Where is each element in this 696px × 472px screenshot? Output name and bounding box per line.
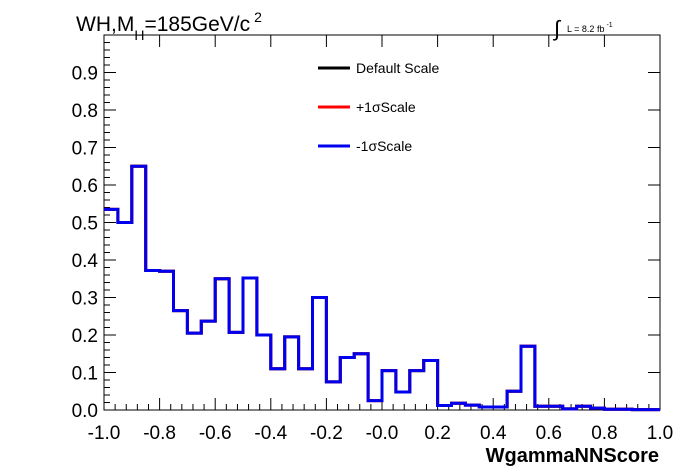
x-tick-label: 0.4	[480, 423, 507, 444]
luminosity-label: L = 8.2 fb -1	[567, 22, 613, 34]
y-tick-label: 0.5	[72, 214, 98, 235]
y-tick-label: 0.1	[72, 364, 98, 385]
x-axis-label: WgammaNNScore	[486, 445, 659, 467]
y-tick-label: 0.8	[72, 101, 98, 122]
x-tick-label: 0.2	[424, 423, 450, 444]
title-main: WH,M	[76, 13, 134, 36]
x-tick-label: -0.8	[143, 423, 176, 444]
x-tick-label: -0.0	[366, 423, 399, 444]
chart-title: WH,MH=185GeV/c 2	[76, 9, 262, 43]
legend-label: +1σScale	[356, 99, 416, 115]
series-line	[104, 164, 660, 412]
legend-label: Default Scale	[356, 60, 439, 76]
y-tick-label: 0.6	[72, 176, 98, 197]
y-tick-label: 0.9	[72, 64, 98, 85]
luminosity-main: L = 8.2 fb	[567, 24, 604, 34]
series-layer	[104, 164, 660, 412]
legend: Default Scale +1σScale -1σScale	[318, 60, 439, 154]
y-tick-label: 0.3	[72, 289, 98, 310]
x-tick-label: 0.6	[536, 423, 562, 444]
y-tick-label: 0.0	[72, 401, 98, 422]
y-tick-label: 0.4	[72, 251, 99, 272]
x-tick-label: 1.0	[647, 423, 673, 444]
title-subscript: H	[134, 27, 144, 43]
x-axis: -1.0 -0.8 -0.6 -0.4 -0.2 -0.0 0.2 0.4 0.6 0.8 1.0	[88, 35, 673, 444]
title-superscript: 2	[254, 9, 262, 25]
x-tick-label: -0.4	[254, 423, 287, 444]
x-tick-label: -0.6	[199, 423, 232, 444]
luminosity-superscript: -1	[606, 22, 612, 29]
legend-label: -1σScale	[356, 138, 412, 154]
y-axis: 0.0 0.1 0.2 0.3 0.4 0.5 0.6 0.7 0.8 0.9	[72, 34, 660, 422]
x-tick-label: 0.8	[591, 423, 617, 444]
y-tick-label: 0.2	[72, 326, 98, 347]
integral-symbol: ∫	[552, 16, 562, 41]
y-tick-label: 0.7	[72, 139, 98, 160]
x-tick-label: -1.0	[88, 423, 121, 444]
title-rest: =185GeV/c	[144, 13, 250, 36]
x-tick-label: -0.2	[310, 423, 343, 444]
